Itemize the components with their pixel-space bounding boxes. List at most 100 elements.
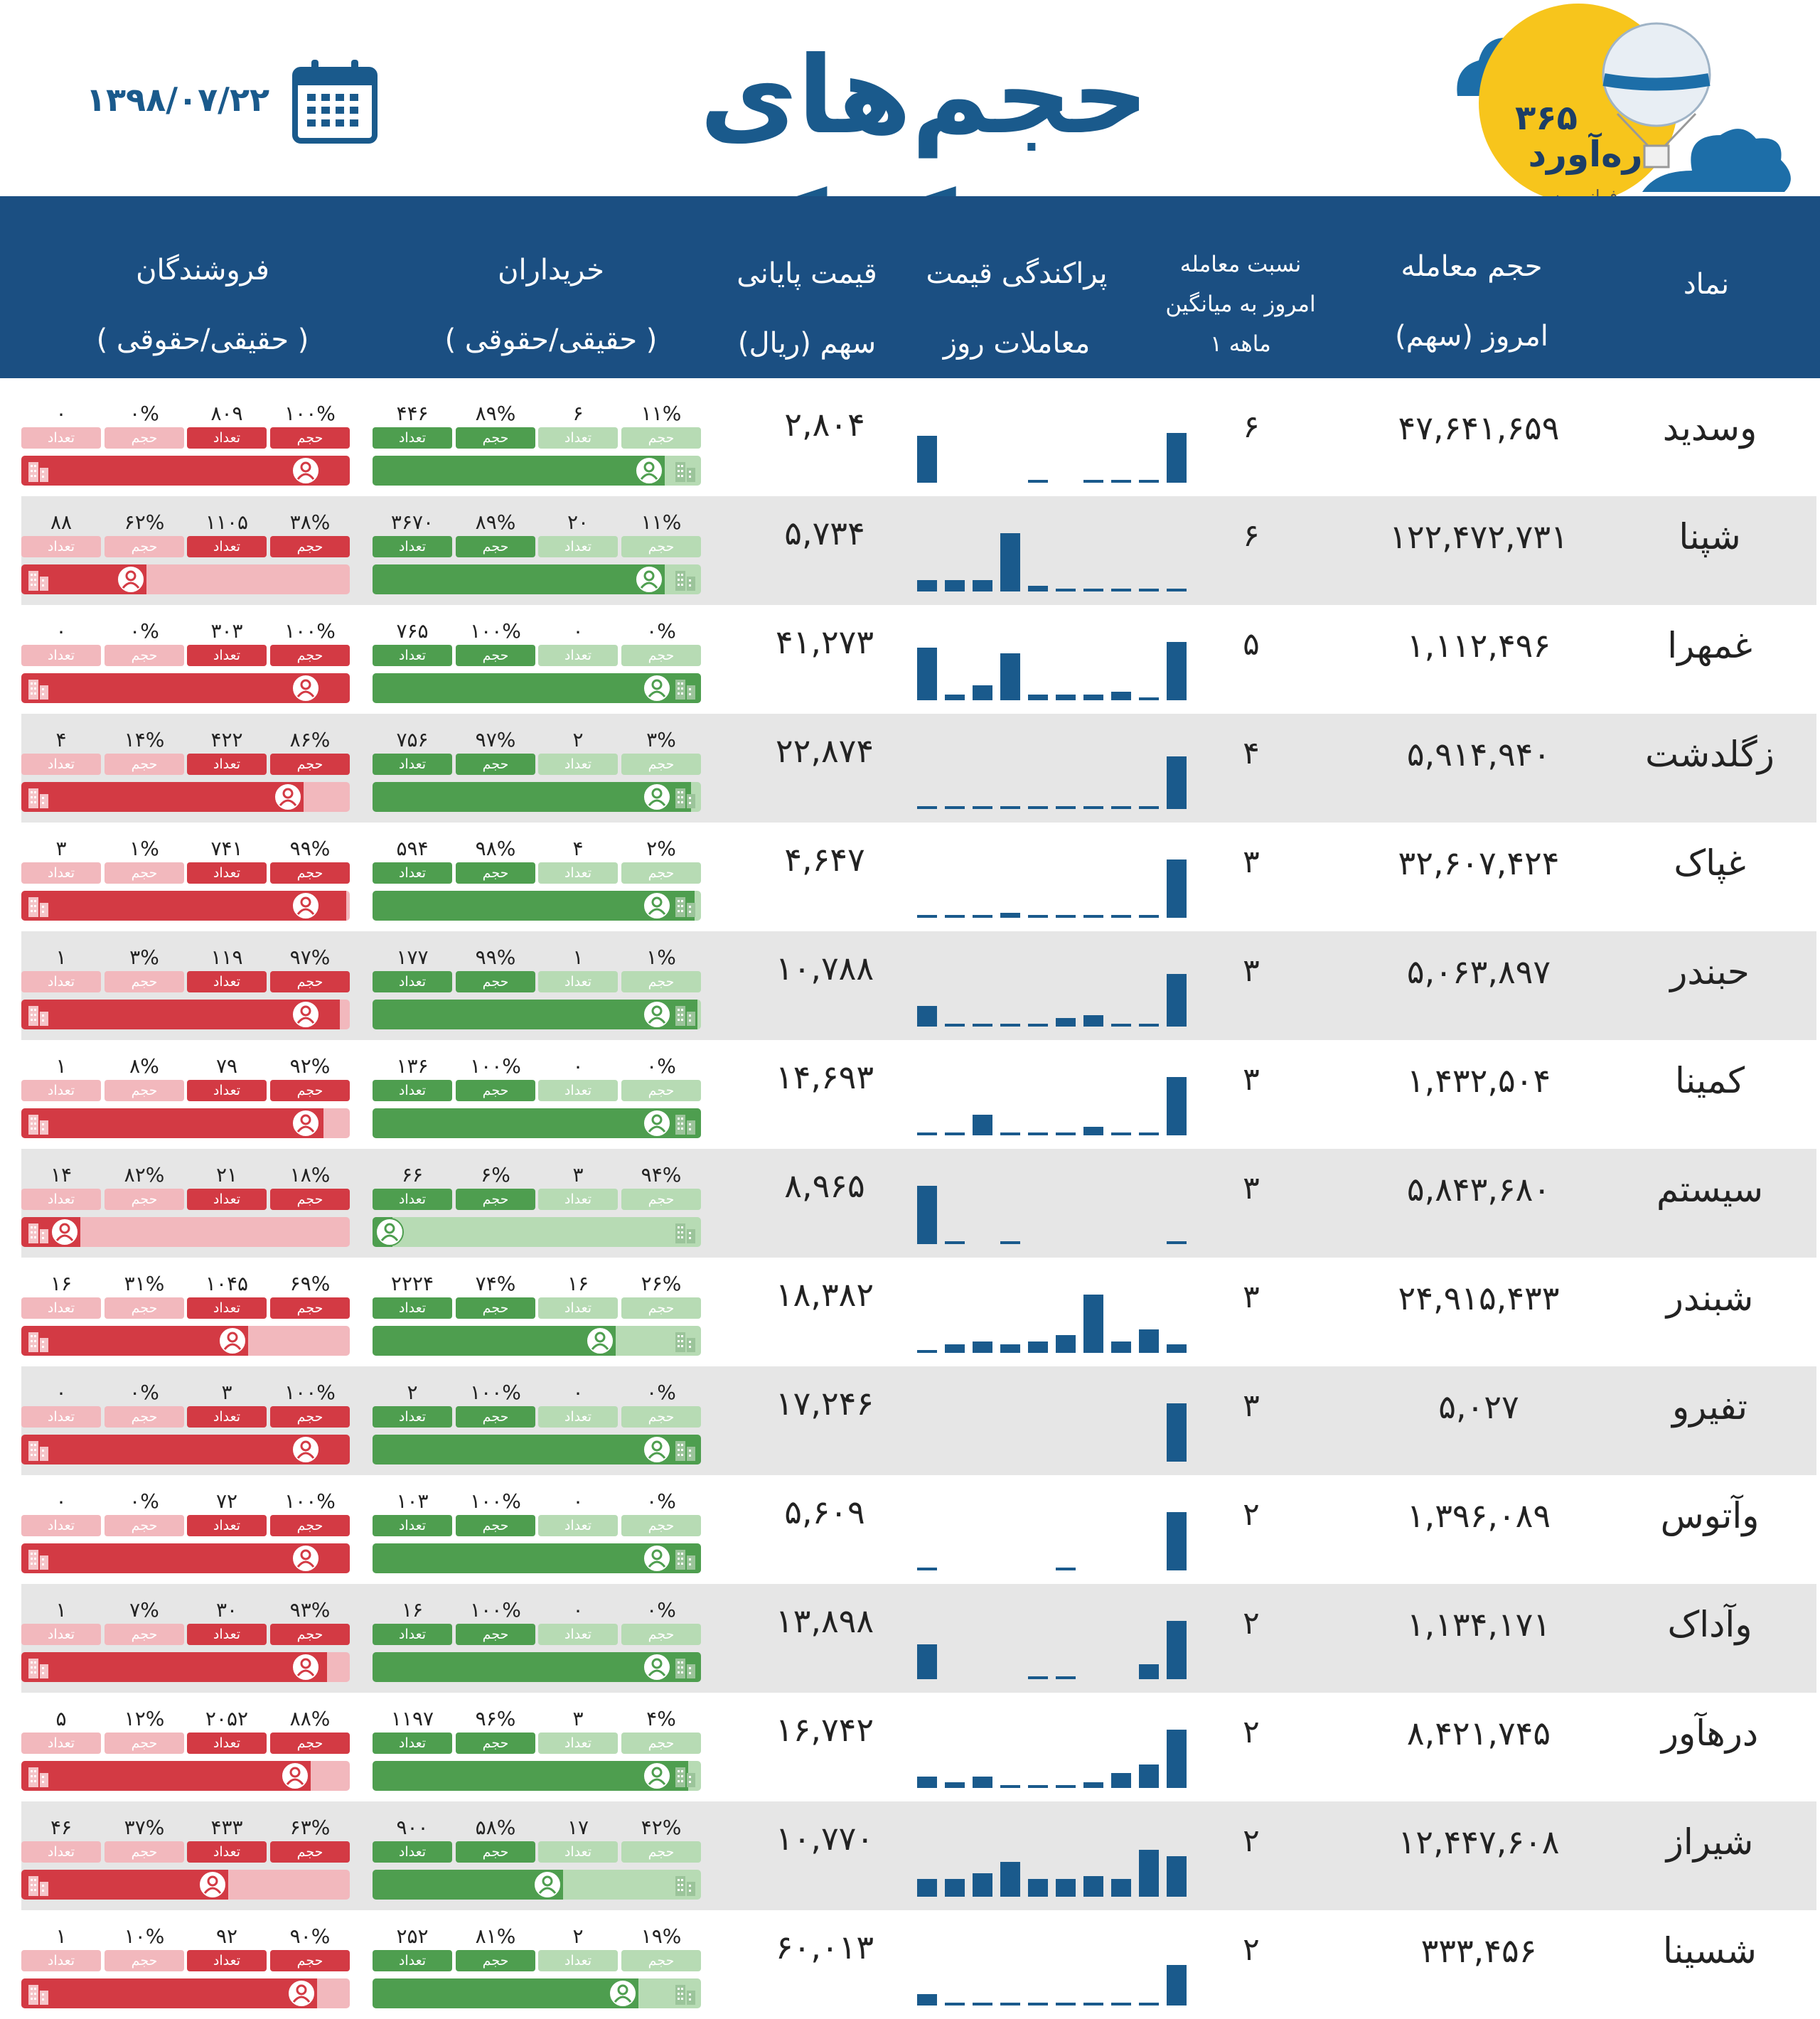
close-price: ۱۶,۷۴۲ bbox=[775, 1710, 874, 1749]
buy-share-bar bbox=[373, 564, 701, 594]
buy-legal-vol: ۳% bbox=[646, 728, 676, 751]
person-icon bbox=[291, 891, 320, 920]
buy-legal-vol: ۱% bbox=[646, 946, 676, 969]
buy-count-tag: تعداد bbox=[538, 1189, 618, 1210]
building-icon bbox=[24, 674, 53, 702]
close-price: ۴,۶۴۷ bbox=[784, 840, 865, 879]
price-dispersion-histogram bbox=[896, 1939, 1194, 2010]
buy-count-tag: تعداد bbox=[373, 862, 452, 884]
buy-count-tag: تعداد bbox=[373, 1841, 452, 1863]
price-dispersion-histogram bbox=[896, 1177, 1194, 1248]
building-icon bbox=[671, 1544, 700, 1573]
building-icon bbox=[24, 1653, 53, 1681]
buy-real-vol: ۸۱% bbox=[475, 1924, 516, 1948]
buy-panel: ۰% حجم ۰ تعداد ۱۰۰% حجم ۷۶۵ تعداد bbox=[373, 619, 707, 703]
sell-count-tag: تعداد bbox=[187, 1080, 267, 1101]
buy-legal-vol: ۱۱% bbox=[641, 402, 682, 425]
hist-bar bbox=[945, 1241, 965, 1244]
hist-bar bbox=[1028, 1341, 1048, 1353]
sell-volume-tag: حجم bbox=[105, 754, 184, 775]
hist-bar bbox=[917, 1568, 937, 1570]
buy-legal-vol: ۰% bbox=[646, 1381, 676, 1404]
hist-bar bbox=[917, 648, 937, 700]
sell-legal-vol: ۳۸% bbox=[289, 510, 331, 534]
buy-share-bar bbox=[373, 1108, 701, 1138]
hist-bar bbox=[1167, 1077, 1187, 1135]
hist-bar bbox=[1000, 806, 1020, 809]
sell-volume-tag: حجم bbox=[105, 1515, 184, 1536]
hist-bar bbox=[1139, 2003, 1159, 2005]
hist-bar bbox=[1167, 589, 1187, 591]
hist-bar bbox=[1111, 1773, 1131, 1788]
sell-real-cnt: ۱۶ bbox=[50, 1272, 73, 1295]
hist-bar bbox=[1139, 697, 1159, 700]
sell-share-bar bbox=[21, 673, 350, 703]
buy-legal-cnt: ۲۰ bbox=[567, 510, 589, 534]
sell-legal-cnt: ۲۱ bbox=[215, 1163, 238, 1187]
trade-volume: ۵,۸۴۳,۶۸۰ bbox=[1406, 1170, 1551, 1209]
trade-volume: ۱۲۲,۴۷۲,۷۳۱ bbox=[1389, 518, 1568, 556]
hist-bar bbox=[1139, 806, 1159, 809]
sell-volume-tag: حجم bbox=[105, 971, 184, 992]
buy-share-bar bbox=[373, 1652, 701, 1682]
sell-volume-tag: حجم bbox=[270, 1950, 350, 1971]
sell-real-vol: ۱% bbox=[129, 837, 159, 860]
hist-bar bbox=[917, 1994, 937, 2005]
price-dispersion-histogram bbox=[896, 1395, 1194, 1466]
person-icon bbox=[291, 1000, 320, 1029]
sell-count-tag: تعداد bbox=[187, 971, 267, 992]
sell-volume-tag: حجم bbox=[270, 754, 350, 775]
hist-bar bbox=[1139, 589, 1159, 591]
table-row: کمینا ۱,۴۳۲,۵۰۴ ۳ ۱۴,۶۹۳ ۰% حجم ۰ تعداد ۱۰۰% حجم ۱… bbox=[21, 1040, 1816, 1149]
price-dispersion-histogram bbox=[896, 960, 1194, 1031]
volume-ratio: ۲ bbox=[1243, 1932, 1260, 1968]
buy-legal-vol: ۲% bbox=[646, 837, 676, 860]
building-icon bbox=[24, 565, 53, 594]
buy-legal-cnt: ۰ bbox=[572, 1489, 584, 1513]
close-price: ۱۳,۸۹۸ bbox=[775, 1602, 874, 1640]
buy-count-tag: تعداد bbox=[538, 754, 618, 775]
sell-volume-tag: حجم bbox=[270, 862, 350, 884]
trade-volume: ۵,۰۲۷ bbox=[1438, 1388, 1519, 1426]
sell-count-tag: تعداد bbox=[21, 536, 101, 557]
buy-share-bar bbox=[373, 1435, 701, 1464]
trade-volume: ۵,۰۶۳,۸۹۷ bbox=[1406, 953, 1551, 991]
sell-legal-cnt: ۱۱۰۵ bbox=[205, 510, 249, 534]
buy-legal-cnt: ۱۷ bbox=[567, 1816, 589, 1839]
price-dispersion-histogram bbox=[896, 1721, 1194, 1792]
volume-ratio: ۴ bbox=[1243, 735, 1260, 771]
person-icon bbox=[198, 1870, 227, 1899]
sell-count-tag: تعداد bbox=[21, 862, 101, 884]
buy-volume-tag: حجم bbox=[456, 1080, 535, 1101]
buy-volume-tag: حجم bbox=[621, 862, 701, 884]
hist-bar bbox=[1000, 913, 1020, 918]
buy-volume-tag: حجم bbox=[621, 1624, 701, 1645]
table-row: وسدید ۴۷,۶۴۱,۶۵۹ ۶ ۲,۸۰۴ ۱۱% حجم ۶ تعداد ۸۹% حجم ۴… bbox=[21, 387, 1816, 496]
sell-legal-cnt: ۷۲ bbox=[215, 1489, 238, 1513]
hist-bar bbox=[1028, 1785, 1048, 1788]
buy-volume-tag: حجم bbox=[621, 1841, 701, 1863]
trade-volume: ۲۴,۹۱۵,۴۳۳ bbox=[1398, 1279, 1560, 1317]
building-icon bbox=[24, 1870, 53, 1899]
sell-real-vol: ۸% bbox=[129, 1054, 159, 1078]
report-date: ۱۳۹۸/۰۷/۲۲ bbox=[85, 80, 270, 119]
close-price: ۸,۹۶۵ bbox=[784, 1167, 865, 1205]
volume-ratio: ۳ bbox=[1243, 1388, 1260, 1424]
building-icon bbox=[24, 1218, 53, 1246]
sell-volume-tag: حجم bbox=[270, 1297, 350, 1319]
hist-bar bbox=[945, 806, 965, 809]
hist-bar bbox=[973, 1115, 992, 1135]
buy-share-bar bbox=[373, 1000, 701, 1029]
buy-count-tag: تعداد bbox=[373, 1080, 452, 1101]
close-price: ۶۰,۰۱۳ bbox=[775, 1928, 874, 1966]
person-icon bbox=[643, 1000, 671, 1029]
sell-share-bar bbox=[21, 1000, 350, 1029]
sell-legal-vol: ۱۰۰% bbox=[284, 402, 336, 425]
sell-panel: ۹۳% حجم ۳۰ تعداد ۷% حجم ۱ تعداد bbox=[21, 1598, 355, 1682]
buy-volume-tag: حجم bbox=[456, 1733, 535, 1754]
buy-panel: ۴۲% حجم ۱۷ تعداد ۵۸% حجم ۹۰۰ تعداد bbox=[373, 1816, 707, 1900]
sell-legal-cnt: ۴۲۲ bbox=[210, 728, 243, 751]
trade-volume: ۴۷,۶۴۱,۶۵۹ bbox=[1398, 409, 1560, 447]
buy-share-fill bbox=[373, 1870, 563, 1900]
buy-real-cnt: ۱۳۶ bbox=[396, 1054, 429, 1078]
